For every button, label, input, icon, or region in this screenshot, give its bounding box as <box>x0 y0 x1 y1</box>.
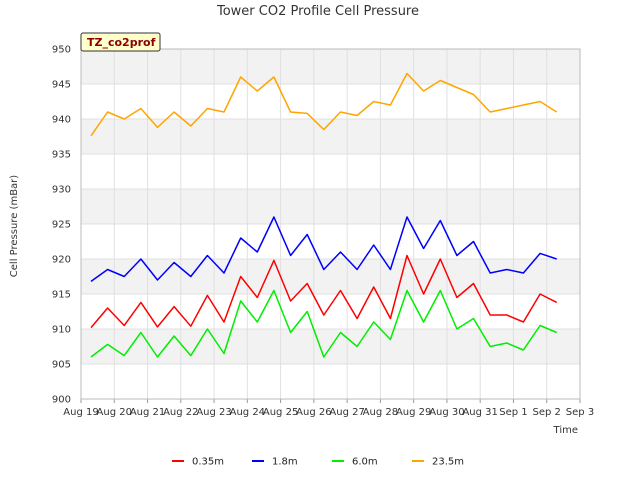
x-tick-label: Sep 3 <box>566 407 594 418</box>
y-tick-label: 930 <box>52 185 71 196</box>
x-tick-label: Aug 27 <box>329 407 364 418</box>
x-tick-label: Aug 28 <box>363 407 398 418</box>
y-tick-label: 945 <box>52 80 71 91</box>
y-tick-label: 915 <box>52 290 71 301</box>
grid-lines <box>80 48 581 403</box>
x-tick-label: Aug 20 <box>97 407 132 418</box>
legend: 0.35m 1.8m 6.0m 23.5m <box>172 457 464 468</box>
dataset-tag-label: TZ_co2prof <box>87 36 156 49</box>
y-tick-label: 940 <box>52 115 71 126</box>
x-tick-label: Sep 2 <box>533 407 561 418</box>
plot-band <box>81 49 580 84</box>
legend-item: 0.35m <box>172 457 224 468</box>
legend-label: 1.8m <box>272 457 298 468</box>
x-tick-label: Aug 24 <box>230 407 265 418</box>
series-line-6-0m <box>90 289 557 358</box>
x-tick-label: Aug 25 <box>263 407 298 418</box>
y-axis-label: Cell Pressure (mBar) <box>9 175 20 277</box>
x-axis-label: Time <box>553 425 578 436</box>
x-tick-label: Sep 1 <box>499 407 527 418</box>
x-tick-label: Aug 30 <box>429 407 464 418</box>
y-tick-label: 900 <box>52 395 71 406</box>
x-tick-label: Aug 31 <box>462 407 497 418</box>
legend-item: 23.5m <box>412 457 464 468</box>
x-tick-label: Aug 22 <box>163 407 198 418</box>
y-tick-label: 935 <box>52 150 71 161</box>
legend-label: 23.5m <box>432 457 464 468</box>
dataset-tag-box <box>80 32 161 52</box>
dataset-tag: TZ_co2prof <box>80 32 161 52</box>
series-line-1-8m <box>90 216 557 283</box>
legend-item: 6.0m <box>332 457 378 468</box>
plot-band <box>81 119 580 154</box>
legend-label: 0.35m <box>192 457 224 468</box>
series-lines <box>90 72 558 358</box>
y-tick-label: 910 <box>52 325 71 336</box>
plot-band <box>81 189 580 224</box>
y-axis-ticks: 900 905 910 915 920 925 930 935 940 945 950 <box>52 45 71 406</box>
y-tick-label: 925 <box>52 220 71 231</box>
y-tick-label: 920 <box>52 255 71 266</box>
x-tick-label: Aug 21 <box>130 407 165 418</box>
series-line-0-35m <box>90 254 558 329</box>
chart-title: Tower CO2 Profile Cell Pressure <box>216 4 419 19</box>
x-tick-label: Aug 23 <box>196 407 231 418</box>
series-line-23-5m <box>90 72 558 137</box>
x-tick-label: Aug 26 <box>296 407 331 418</box>
legend-label: 6.0m <box>352 457 378 468</box>
legend-item: 1.8m <box>252 457 298 468</box>
y-tick-label: 905 <box>52 360 71 371</box>
y-tick-label: 950 <box>52 45 71 56</box>
x-tick-label: Aug 29 <box>396 407 431 418</box>
plot-band <box>81 259 580 294</box>
plot-frame <box>80 48 581 400</box>
x-tick-label: Aug 19 <box>63 407 98 418</box>
